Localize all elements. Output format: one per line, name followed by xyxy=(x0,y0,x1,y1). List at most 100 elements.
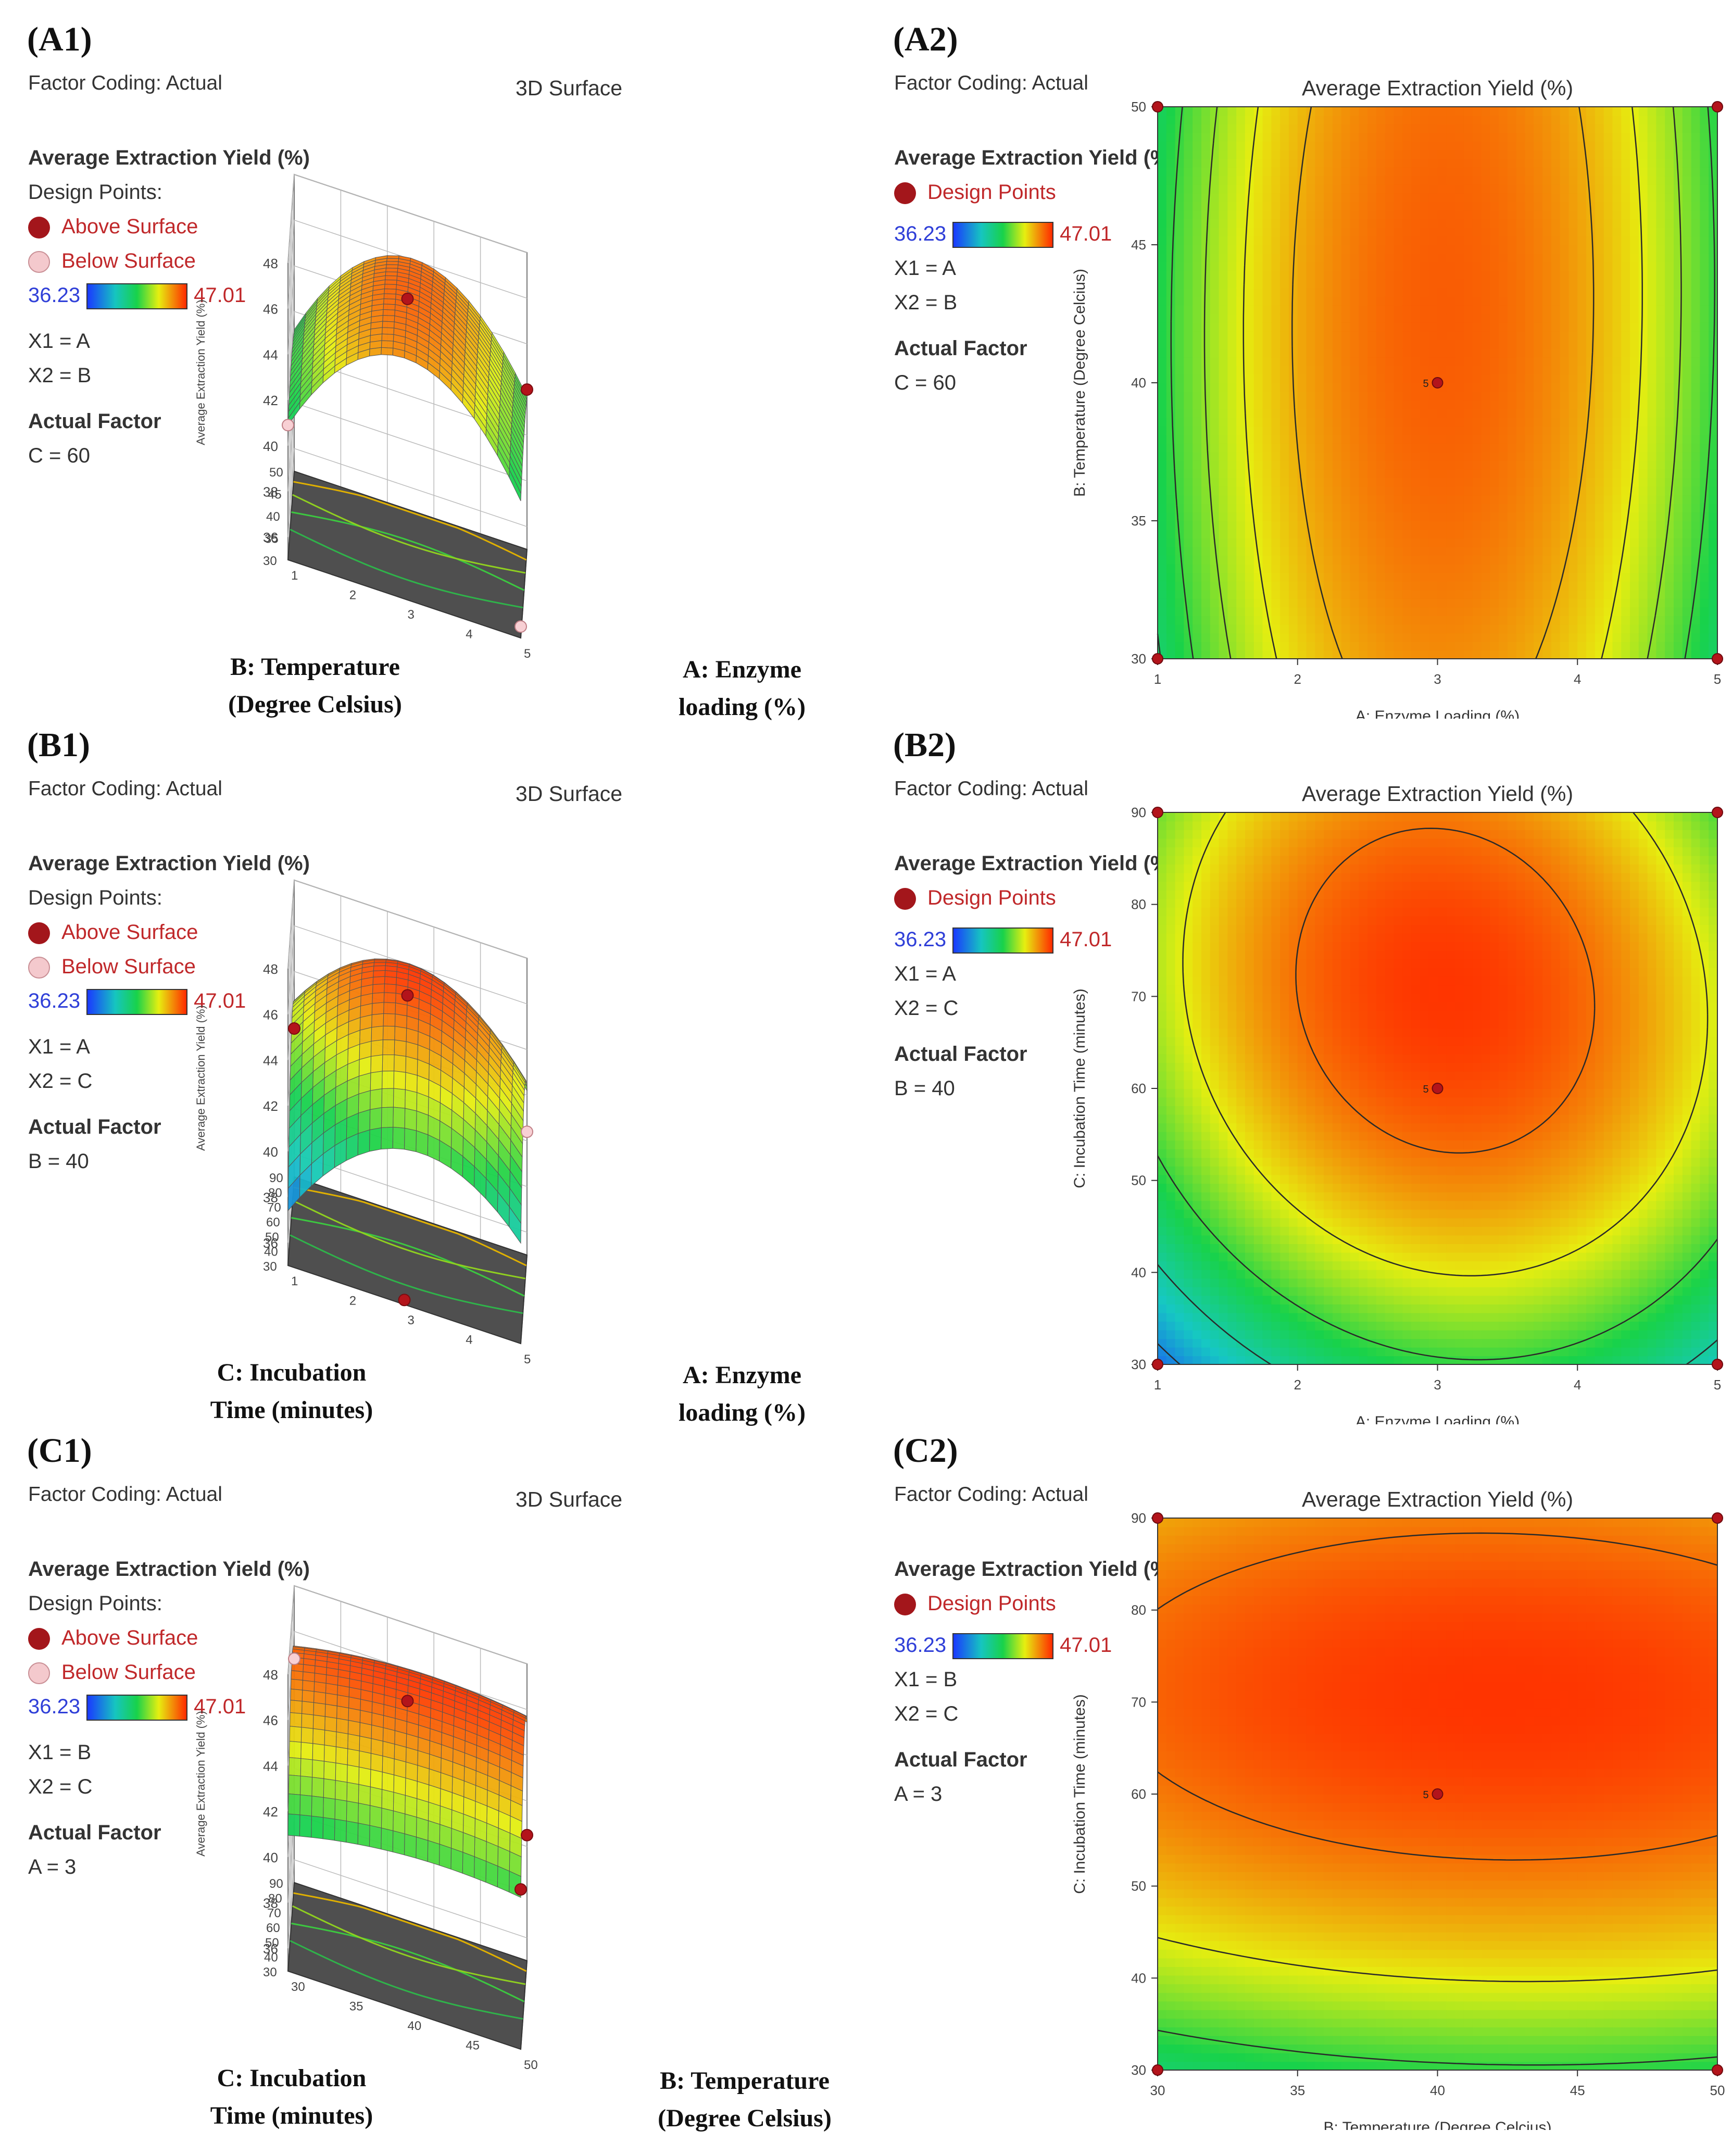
heat-cell xyxy=(1595,400,1604,409)
heat-cell xyxy=(1638,245,1648,254)
heat-cell xyxy=(1350,270,1360,280)
heat-cell xyxy=(1332,391,1342,400)
heat-cell xyxy=(1621,115,1630,124)
heat-cell xyxy=(1315,245,1324,254)
heat-cell xyxy=(1472,107,1482,116)
heat-cell xyxy=(1193,443,1202,453)
heat-cell xyxy=(1647,245,1657,254)
heat-cell xyxy=(1682,158,1692,168)
heat-cell xyxy=(1586,357,1596,366)
depth-axis-tick: 30 xyxy=(263,1260,277,1274)
heat-cell xyxy=(1437,521,1447,530)
heat-cell xyxy=(1446,245,1455,254)
heat-cell xyxy=(1193,572,1202,582)
heat-cell xyxy=(1507,107,1517,116)
heat-cell xyxy=(1332,478,1342,487)
heat-cell xyxy=(1490,245,1499,254)
heat-cell xyxy=(1621,555,1630,565)
heat-cell xyxy=(1612,383,1622,392)
heat-cell xyxy=(1219,581,1228,591)
heat-cell xyxy=(1236,219,1246,228)
heat-cell xyxy=(1499,331,1508,340)
heat-cell xyxy=(1463,495,1473,504)
heat-cell xyxy=(1306,400,1316,409)
heat-cell xyxy=(1219,478,1228,487)
heat-cell xyxy=(1516,383,1526,392)
heat-cell xyxy=(1638,443,1648,453)
heat-cell xyxy=(1210,633,1220,642)
heat-cell xyxy=(1525,296,1535,306)
heat-cell xyxy=(1603,572,1613,582)
heat-cell xyxy=(1665,149,1674,159)
heat-cell xyxy=(1525,650,1535,659)
heat-cell xyxy=(1219,227,1228,237)
heat-cell xyxy=(1437,469,1447,478)
heat-cell xyxy=(1428,521,1438,530)
heat-cell xyxy=(1306,365,1316,375)
heat-cell xyxy=(1158,270,1167,280)
heat-cell xyxy=(1481,581,1491,591)
heat-cell xyxy=(1376,391,1386,400)
heat-cell xyxy=(1700,425,1710,435)
heat-cell xyxy=(1542,348,1552,358)
heat-cell xyxy=(1411,641,1421,651)
heat-cell xyxy=(1184,115,1193,124)
heat-cell xyxy=(1499,408,1508,418)
z-tick-label: 44 xyxy=(263,1052,278,1068)
heat-cell xyxy=(1586,107,1596,116)
heat-cell xyxy=(1656,253,1666,262)
heat-cell xyxy=(1577,529,1587,538)
heat-cell xyxy=(1262,546,1272,556)
heat-cell xyxy=(1560,314,1570,323)
heat-cell xyxy=(1595,383,1604,392)
heat-cell xyxy=(1542,555,1552,565)
heat-cell xyxy=(1236,107,1246,116)
heat-cell xyxy=(1350,443,1360,453)
heat-cell xyxy=(1394,176,1403,185)
heat-cell xyxy=(1350,572,1360,582)
heat-cell xyxy=(1455,391,1464,400)
heat-cell xyxy=(1288,124,1298,133)
heat-cell xyxy=(1534,340,1543,349)
heat-cell xyxy=(1603,296,1613,306)
heat-cell xyxy=(1428,210,1438,220)
heat-cell xyxy=(1472,314,1482,323)
heat-cell xyxy=(1446,478,1455,487)
heat-cell xyxy=(1280,408,1289,418)
heat-cell xyxy=(1463,486,1473,496)
heat-cell xyxy=(1245,262,1254,271)
heat-cell xyxy=(1542,486,1552,496)
heat-cell xyxy=(1665,521,1674,530)
heat-cell xyxy=(1638,486,1648,496)
heat-cell xyxy=(1490,460,1499,470)
heat-cell xyxy=(1253,314,1263,323)
heat-cell xyxy=(1236,132,1246,142)
heat-cell xyxy=(1219,287,1228,297)
heat-cell xyxy=(1350,383,1360,392)
heat-cell xyxy=(1612,176,1622,185)
heat-cell xyxy=(1306,158,1316,168)
heat-cell xyxy=(1560,478,1570,487)
heat-cell xyxy=(1297,641,1307,651)
heat-cell xyxy=(1332,607,1342,616)
heat-cell xyxy=(1568,262,1578,271)
heat-cell xyxy=(1542,314,1552,323)
heat-cell xyxy=(1341,287,1351,297)
heat-cell xyxy=(1481,236,1491,245)
heat-cell xyxy=(1227,331,1237,340)
heat-cell xyxy=(1463,624,1473,634)
heat-cell xyxy=(1245,408,1254,418)
heat-cell xyxy=(1481,633,1491,642)
heat-cell xyxy=(1428,486,1438,496)
heat-cell xyxy=(1630,132,1639,142)
z-gridline xyxy=(287,448,528,537)
heat-cell xyxy=(1394,245,1403,254)
heat-cell xyxy=(1595,331,1604,340)
heat-cell xyxy=(1376,529,1386,538)
heat-cell xyxy=(1359,365,1368,375)
heat-cell xyxy=(1175,555,1185,565)
heat-cell xyxy=(1193,167,1202,177)
heat-cell xyxy=(1446,193,1455,202)
heat-cell xyxy=(1455,581,1464,591)
heat-cell xyxy=(1184,236,1193,245)
